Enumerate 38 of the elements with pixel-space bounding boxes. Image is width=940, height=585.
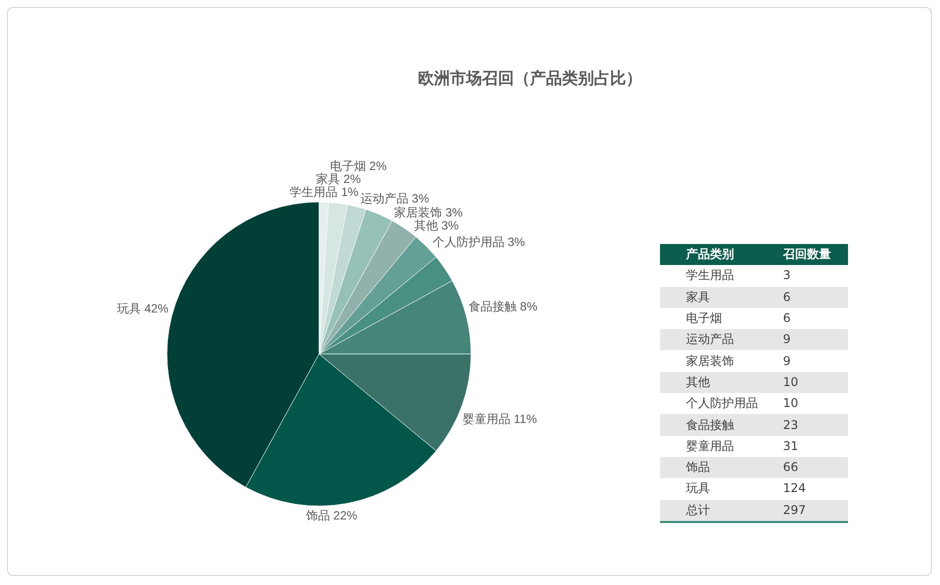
slice-label: 家居装饰 3% xyxy=(394,205,464,220)
category-label: 家居装饰 xyxy=(685,352,735,370)
data-label: 66 xyxy=(783,456,848,478)
category-label: 个人防护用品 xyxy=(685,395,759,412)
data-label: 6 xyxy=(783,310,792,328)
category-label: 运动产品 xyxy=(660,329,783,350)
data-label: 23 xyxy=(783,414,848,436)
category-label: 学生用品 xyxy=(685,267,735,284)
data-label: 10 xyxy=(783,395,800,412)
data-label: 31 xyxy=(783,438,800,455)
data-label: 124 xyxy=(783,480,807,498)
category-label: 食品接触 xyxy=(660,414,783,436)
data-label: 10 xyxy=(783,372,848,394)
category-label: 其他 xyxy=(660,372,783,394)
category-label: 婴童用品 xyxy=(685,438,735,455)
text: 产品类别 xyxy=(660,244,783,266)
slice-label: 饰品 22% xyxy=(304,508,358,523)
category-label: 电子烟 xyxy=(685,310,723,328)
category-label: 玩具 xyxy=(685,480,711,498)
text: 总计 xyxy=(660,500,783,522)
data-label: 6 xyxy=(783,286,848,308)
slice-label: 家具 2% xyxy=(316,172,362,186)
category-label: 家具 xyxy=(660,286,783,308)
category-label: 饰品 xyxy=(660,456,783,478)
slice-label: 运动产品 3% xyxy=(360,192,430,206)
data-label: 9 xyxy=(783,352,792,370)
slice-label: 食品接触 8% xyxy=(468,300,538,314)
text: 297 xyxy=(783,502,806,517)
slice-label: 电子烟 2% xyxy=(330,159,387,174)
text: 召回数量 xyxy=(783,244,848,266)
data-label: 9 xyxy=(783,329,848,350)
slice-label: 学生用品 1% xyxy=(290,185,359,200)
data-label: 3 xyxy=(783,267,792,284)
slice-label: 玩具 42% xyxy=(117,302,169,316)
slice-label: 其他 3% xyxy=(414,218,460,233)
chart-title: 欧洲市场召回（产品类别占比） xyxy=(418,70,642,88)
slice-label: 婴童用品 11% xyxy=(462,412,538,426)
slice-label: 个人防护用品 3% xyxy=(432,234,526,249)
